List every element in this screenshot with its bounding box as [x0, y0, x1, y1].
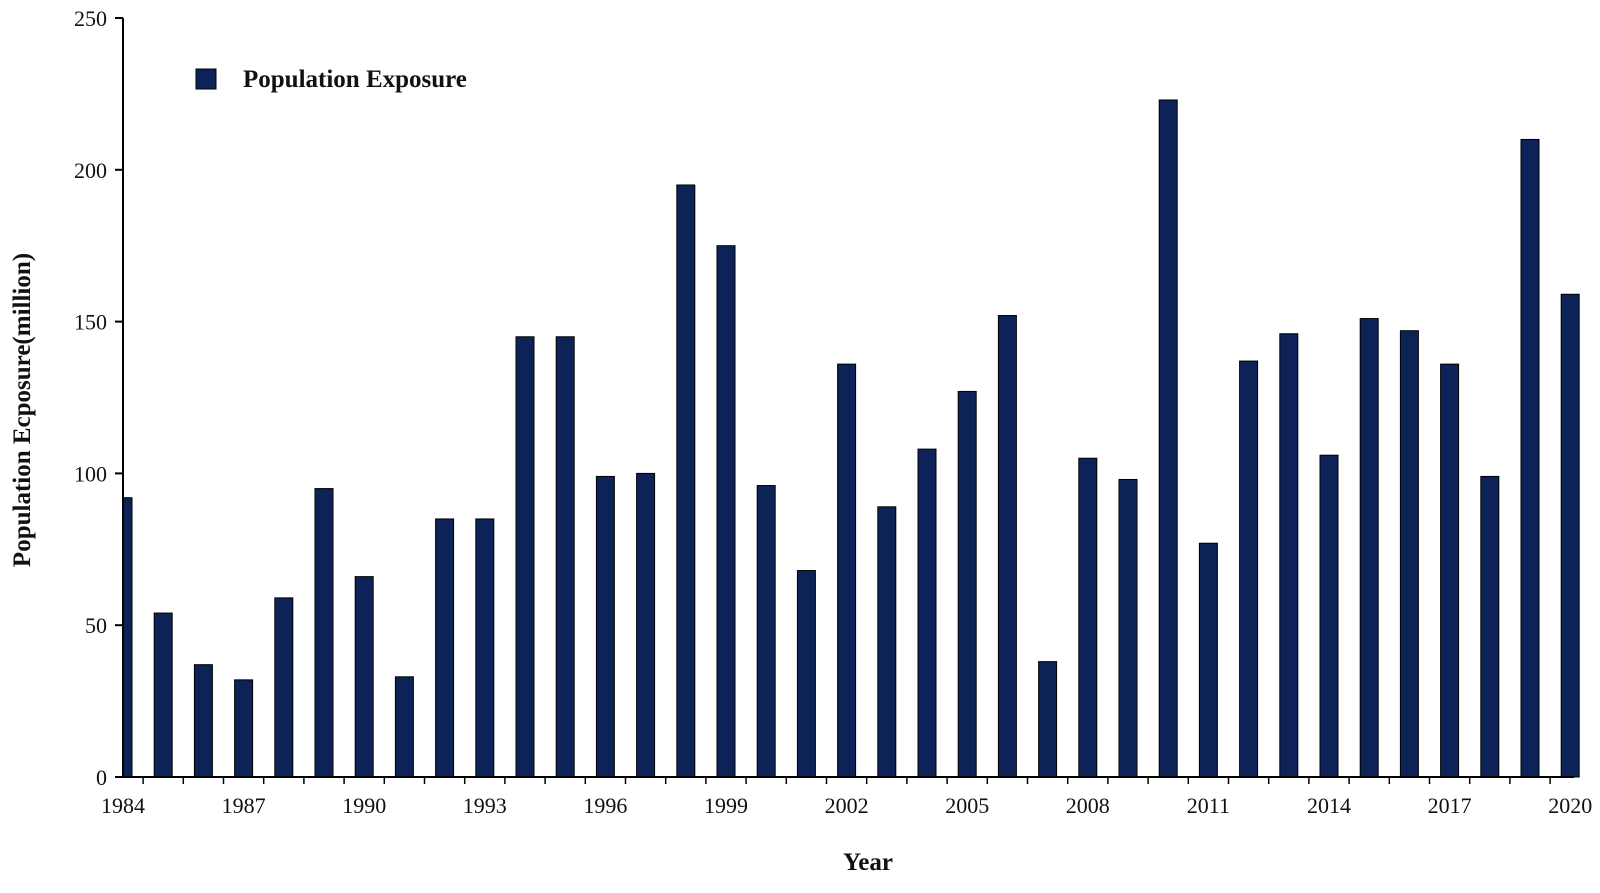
x-tick-label-1990: 1990 [342, 793, 386, 818]
x-tick-label-2020: 2020 [1548, 793, 1592, 818]
bar-2015 [1359, 318, 1379, 778]
x-axis-title: Year [843, 849, 893, 876]
bar-1996 [595, 475, 615, 778]
bar-1984 [122, 497, 133, 778]
y-tick-label-250: 250 [74, 6, 107, 31]
y-tick-label-200: 200 [74, 158, 107, 183]
bar-1991 [394, 676, 414, 778]
bar-1998 [676, 184, 696, 778]
x-tick-label-1993: 1993 [463, 793, 507, 818]
bar-1997 [636, 472, 656, 778]
bar-1994 [515, 336, 535, 778]
bar-2003 [877, 506, 897, 778]
bar-2011 [1198, 542, 1218, 778]
bar-1993 [475, 518, 495, 778]
bar-1987 [234, 679, 254, 778]
bar-2004 [917, 448, 937, 778]
x-tick-label-2017: 2017 [1428, 793, 1472, 818]
y-tick-label-150: 150 [74, 310, 107, 335]
bar-2016 [1399, 330, 1419, 778]
x-ticks-group: 1984 1987 1990 1993 1996 1999 2002 2005 2008 2011… [101, 777, 1592, 818]
bar-2007 [1038, 661, 1058, 778]
x-tick-label-2008: 2008 [1066, 793, 1110, 818]
bar-2008 [1078, 457, 1098, 778]
y-ticks-group: 0 50 100 150 200 250 [74, 6, 123, 790]
bar-1995 [555, 336, 575, 778]
bar-2005 [957, 390, 977, 778]
x-tick-label-2011: 2011 [1187, 793, 1230, 818]
bar-2000 [756, 485, 776, 778]
x-tick-label-2014: 2014 [1307, 793, 1351, 818]
bar-1989 [314, 488, 334, 778]
bar-1992 [435, 518, 455, 778]
legend-swatch [195, 68, 217, 90]
bar-1988 [274, 597, 294, 778]
bar-1990 [354, 576, 374, 778]
bar-2009 [1118, 478, 1138, 778]
bar-1999 [716, 245, 736, 778]
bar-2018 [1480, 475, 1500, 778]
bar-2017 [1440, 363, 1460, 778]
bar-2014 [1319, 454, 1339, 778]
bar-2019 [1520, 138, 1540, 778]
bar-2001 [796, 570, 816, 778]
y-tick-label-0: 0 [96, 765, 107, 790]
x-tick-label-2002: 2002 [825, 793, 869, 818]
bar-2010 [1158, 99, 1178, 778]
x-tick-label-1999: 1999 [704, 793, 748, 818]
x-tick-label-1984: 1984 [101, 793, 145, 818]
y-tick-label-100: 100 [74, 461, 107, 486]
bar-1986 [193, 664, 213, 778]
bar-2006 [997, 315, 1017, 778]
bars-group [122, 99, 1580, 778]
bar-1985 [153, 612, 173, 778]
legend-label: Population Exposure [243, 66, 467, 93]
y-axis-title: Population Ecposure(million) [9, 253, 36, 567]
x-tick-label-1987: 1987 [222, 793, 266, 818]
x-tick-label-2005: 2005 [945, 793, 989, 818]
bar-2012 [1239, 360, 1259, 778]
y-tick-label-50: 50 [85, 613, 107, 638]
legend: Population Exposure [195, 66, 467, 93]
bar-2002 [837, 363, 857, 778]
bar-2020 [1560, 293, 1580, 778]
bar-2013 [1279, 333, 1299, 778]
axes-group [122, 18, 1574, 778]
x-tick-label-1996: 1996 [583, 793, 627, 818]
